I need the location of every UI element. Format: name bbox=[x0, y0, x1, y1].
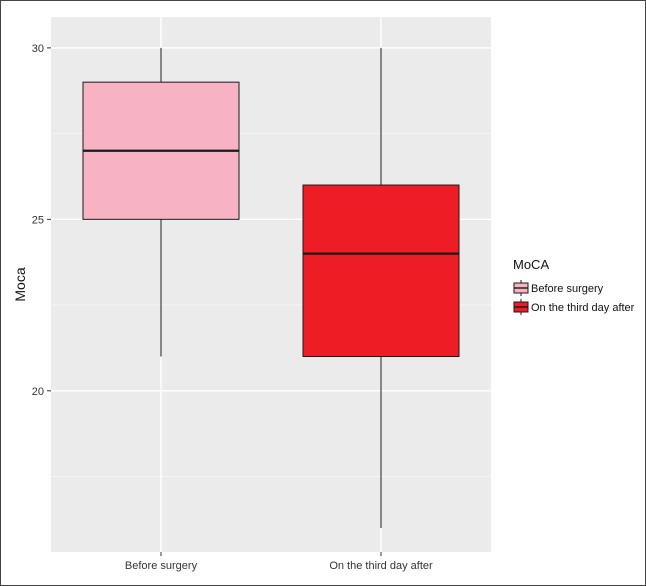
legend-title: MoCA bbox=[513, 257, 549, 272]
legend-label: On the third day after bbox=[531, 302, 635, 314]
legend-key bbox=[513, 299, 529, 315]
x-tick-label: Before surgery bbox=[125, 560, 198, 572]
legend-label: Before surgery bbox=[531, 283, 604, 295]
boxes bbox=[82, 47, 460, 528]
box-before-surgery bbox=[82, 47, 240, 357]
box-third-day-after bbox=[302, 47, 460, 528]
y-tick-label: 30 bbox=[32, 43, 44, 55]
legend-key bbox=[513, 280, 529, 296]
y-tick-label: 25 bbox=[32, 214, 44, 226]
y-axis: 20 25 30 bbox=[32, 43, 51, 398]
y-tick-label: 20 bbox=[32, 386, 44, 398]
x-tick-label: On the third day after bbox=[329, 560, 433, 572]
legend: MoCA Before surgery On the third day afte… bbox=[513, 257, 635, 315]
y-axis-title: Moca bbox=[12, 267, 28, 301]
x-axis: Before surgery On the third day after bbox=[125, 552, 433, 572]
iqr-box bbox=[302, 184, 460, 358]
